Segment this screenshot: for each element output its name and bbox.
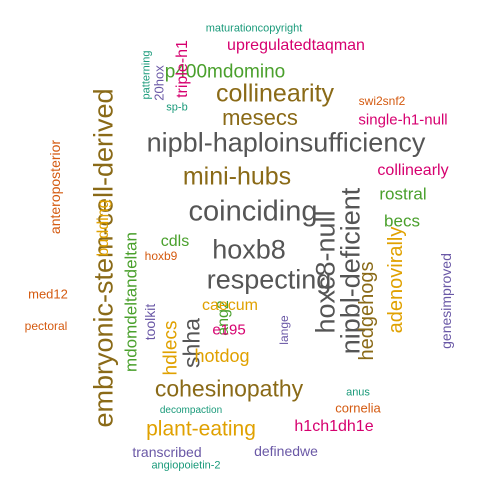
cloud-word: hdlecs bbox=[160, 320, 182, 376]
cloud-word: triple-h1 bbox=[174, 40, 191, 98]
cloud-word: embryonic-stem-cell-derived bbox=[88, 88, 119, 428]
cloud-word: toolkit bbox=[142, 303, 158, 341]
cloud-word: lange bbox=[277, 315, 291, 345]
cloud-word: single-h1-null bbox=[358, 111, 448, 129]
cloud-word: upregulatedtaqman bbox=[227, 37, 365, 54]
cloud-word: patterning bbox=[140, 50, 153, 100]
cloud-word: cohesinopathy bbox=[154, 375, 304, 402]
cloud-word: decompaction bbox=[159, 405, 223, 416]
cloud-word: med12 bbox=[28, 286, 68, 302]
cloud-word: anteroposterior bbox=[47, 139, 63, 235]
cloud-word: anus bbox=[346, 386, 370, 399]
cloud-word: plant-eating bbox=[146, 417, 256, 441]
cloud-word: adenovirally bbox=[385, 226, 407, 334]
cloud-word: budding bbox=[95, 199, 112, 257]
cloud-word: mdomdeltandeltan bbox=[121, 232, 141, 372]
cloud-word: angiopoietin-2 bbox=[151, 459, 221, 472]
cloud-word: pectoral bbox=[24, 319, 68, 333]
cloud-word: nipbl-haploinsufficiency bbox=[146, 127, 426, 158]
cloud-word: mesecs bbox=[222, 105, 298, 130]
cloud-word: cdls bbox=[160, 233, 190, 250]
cloud-word: rostral bbox=[379, 184, 427, 204]
cloud-word: collinearity bbox=[215, 79, 335, 108]
cloud-word: mini-hubs bbox=[182, 162, 292, 191]
cloud-word: 20hox bbox=[151, 65, 167, 101]
cloud-word: hotdog bbox=[194, 346, 250, 366]
cloud-word: coinciding bbox=[188, 195, 318, 228]
cloud-word: collinearly bbox=[377, 162, 449, 179]
cloud-word: h1ch1dh1e bbox=[294, 418, 374, 435]
cloud-word: hoxb9 bbox=[144, 249, 178, 263]
cloud-word: e195 bbox=[212, 321, 246, 339]
cloud-word: p400mdomino bbox=[164, 61, 286, 83]
cloud-word: genesimproved bbox=[438, 253, 454, 349]
cloud-word: caecum bbox=[201, 297, 259, 314]
cloud-word: cornelia bbox=[335, 400, 381, 416]
cloud-word: hedgehogs bbox=[356, 261, 378, 361]
cloud-word: becs bbox=[384, 211, 420, 231]
cloud-word: hoxb8 bbox=[212, 234, 286, 265]
cloud-word: respecting bbox=[206, 264, 332, 295]
cloud-word: transcribed bbox=[132, 444, 202, 460]
cloud-word: definedwe bbox=[254, 443, 318, 459]
cloud-word: maturationcopyright bbox=[205, 22, 303, 35]
cloud-word: swi2snf2 bbox=[358, 94, 406, 108]
cloud-word: sp-b bbox=[166, 101, 188, 114]
